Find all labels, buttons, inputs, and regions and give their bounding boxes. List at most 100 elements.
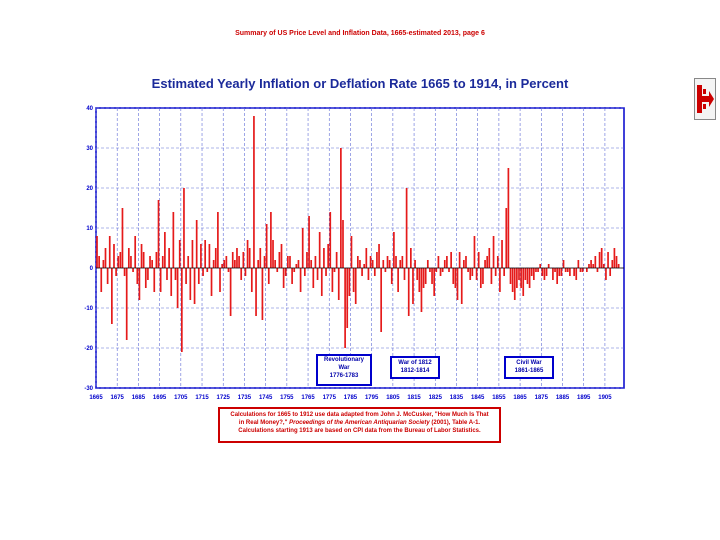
caption-text: in Real Money?," bbox=[238, 420, 288, 426]
bar bbox=[138, 268, 141, 300]
bar bbox=[127, 248, 130, 268]
x-tick-label: 1695 bbox=[153, 395, 167, 401]
bar bbox=[477, 252, 480, 268]
bar bbox=[119, 252, 122, 268]
y-tick-label: -20 bbox=[84, 346, 93, 352]
bar bbox=[189, 268, 192, 300]
bar bbox=[164, 232, 166, 268]
bar bbox=[178, 240, 181, 268]
bar bbox=[200, 244, 202, 268]
bar bbox=[475, 268, 478, 280]
bar bbox=[605, 268, 607, 280]
bar bbox=[274, 260, 276, 268]
caption-text: (2001), Table A-1. bbox=[431, 420, 481, 426]
return-arrow-icon[interactable] bbox=[694, 78, 716, 120]
bar bbox=[407, 268, 410, 316]
y-tick-label: -10 bbox=[84, 306, 93, 312]
bar bbox=[293, 268, 296, 272]
bar bbox=[340, 148, 342, 268]
bar bbox=[327, 244, 329, 268]
x-tick-label: 1855 bbox=[492, 395, 506, 401]
bar bbox=[386, 256, 389, 268]
bar bbox=[609, 268, 612, 276]
bar bbox=[223, 260, 226, 268]
bar bbox=[494, 268, 497, 276]
bar bbox=[607, 252, 609, 268]
y-tick-label: 10 bbox=[86, 226, 93, 232]
bar bbox=[276, 268, 279, 272]
bar bbox=[496, 256, 499, 268]
bar bbox=[356, 256, 359, 268]
bar bbox=[575, 268, 578, 280]
x-tick-label: 1765 bbox=[301, 395, 315, 401]
bar bbox=[617, 264, 620, 268]
x-tick-label: 1665 bbox=[89, 395, 103, 401]
bar bbox=[267, 268, 270, 284]
bar bbox=[522, 268, 525, 296]
bar bbox=[501, 240, 503, 268]
note-line: Revolutionary bbox=[323, 357, 364, 363]
bar bbox=[153, 268, 156, 292]
caption-line: Calculations starting 1913 are based on … bbox=[238, 428, 481, 434]
bar bbox=[416, 268, 419, 280]
bar bbox=[410, 248, 412, 268]
bar bbox=[102, 260, 105, 268]
bar bbox=[265, 224, 268, 268]
bar bbox=[488, 248, 491, 268]
bar bbox=[270, 212, 272, 268]
bar bbox=[312, 268, 315, 288]
bar bbox=[388, 260, 391, 268]
bar bbox=[486, 256, 489, 268]
bar bbox=[395, 256, 397, 268]
bar bbox=[450, 252, 452, 268]
bar bbox=[183, 188, 185, 268]
bar bbox=[123, 268, 126, 276]
y-tick-label: 40 bbox=[86, 106, 93, 112]
bar bbox=[458, 252, 461, 268]
bar bbox=[473, 236, 476, 268]
bar bbox=[244, 268, 247, 276]
bar bbox=[545, 268, 548, 276]
bar bbox=[378, 244, 380, 268]
bar bbox=[371, 260, 374, 268]
x-tick-label: 1715 bbox=[195, 395, 209, 401]
bar bbox=[310, 260, 313, 268]
bar bbox=[240, 268, 243, 280]
bar bbox=[471, 268, 474, 276]
bar bbox=[206, 268, 209, 272]
bar bbox=[520, 268, 522, 288]
bar bbox=[524, 268, 527, 280]
bar bbox=[111, 268, 113, 324]
bar bbox=[278, 252, 281, 268]
bar bbox=[405, 188, 408, 268]
bar bbox=[562, 260, 565, 268]
bar bbox=[172, 212, 175, 268]
x-tick-label: 1685 bbox=[132, 395, 146, 401]
bar bbox=[166, 268, 168, 280]
bar bbox=[318, 232, 321, 268]
bar bbox=[337, 268, 340, 300]
bar bbox=[401, 256, 404, 268]
bar bbox=[528, 268, 531, 288]
bar bbox=[463, 260, 465, 268]
bar bbox=[403, 268, 406, 280]
bar bbox=[176, 268, 179, 308]
bar bbox=[382, 260, 385, 268]
bar bbox=[289, 256, 291, 268]
bar bbox=[397, 268, 399, 292]
x-tick-label: 1725 bbox=[217, 395, 231, 401]
bar bbox=[435, 268, 438, 272]
bar bbox=[365, 248, 368, 268]
bar bbox=[197, 268, 200, 284]
bar bbox=[530, 268, 533, 276]
bar bbox=[560, 268, 563, 276]
bar bbox=[412, 268, 414, 304]
x-tick-label: 1785 bbox=[344, 395, 358, 401]
bar bbox=[448, 268, 450, 272]
bar bbox=[429, 268, 431, 272]
bar bbox=[234, 260, 236, 268]
bar bbox=[556, 268, 559, 284]
bar bbox=[454, 268, 457, 288]
bar bbox=[157, 200, 160, 268]
bar bbox=[342, 220, 344, 268]
